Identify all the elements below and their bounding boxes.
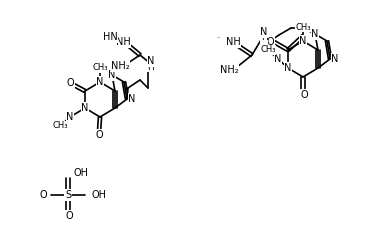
- Text: HN: HN: [103, 32, 117, 42]
- Text: N: N: [66, 112, 74, 122]
- Text: S: S: [65, 190, 71, 200]
- Text: N: N: [108, 70, 116, 80]
- Text: O: O: [66, 78, 74, 88]
- Text: N: N: [299, 36, 307, 46]
- Text: N: N: [274, 54, 282, 64]
- Text: CH₃: CH₃: [295, 23, 311, 31]
- Text: O: O: [65, 211, 73, 221]
- Text: NH₂: NH₂: [111, 61, 129, 71]
- Text: N: N: [147, 56, 155, 66]
- Text: O: O: [40, 190, 47, 200]
- Text: O: O: [300, 90, 308, 100]
- Text: N: N: [284, 63, 292, 73]
- Text: OH: OH: [92, 190, 107, 200]
- Text: OH: OH: [73, 168, 88, 178]
- Text: N: N: [331, 54, 339, 64]
- Text: N: N: [260, 27, 268, 37]
- Text: CH₃: CH₃: [92, 63, 108, 72]
- Text: O: O: [266, 37, 274, 47]
- Text: NH: NH: [116, 37, 131, 47]
- Text: NH₂: NH₂: [220, 65, 238, 75]
- Text: N: N: [128, 94, 136, 104]
- Text: N: N: [96, 77, 104, 87]
- Text: CH₃: CH₃: [52, 122, 68, 130]
- Text: imine: imine: [217, 36, 221, 37]
- Text: CH₃: CH₃: [260, 45, 276, 55]
- Text: H: H: [261, 33, 267, 42]
- Text: N: N: [81, 103, 89, 113]
- Text: NH: NH: [226, 37, 240, 47]
- Text: N: N: [311, 29, 319, 39]
- Text: O: O: [95, 130, 103, 140]
- Text: H: H: [148, 62, 154, 71]
- Text: NH: NH: [225, 37, 239, 47]
